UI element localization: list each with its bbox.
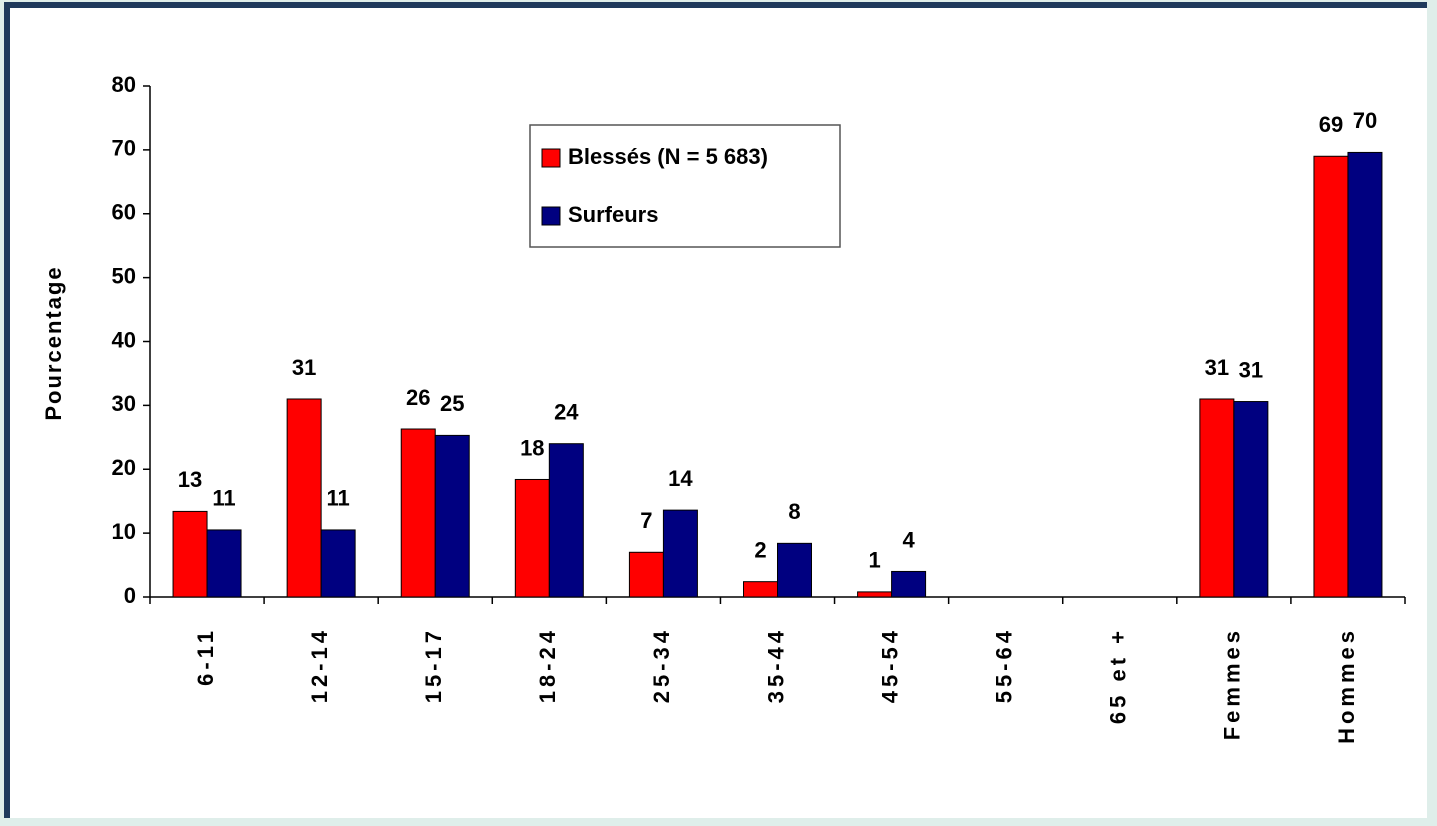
- y-axis-label: Pourcentage: [41, 265, 66, 420]
- bar: [743, 581, 778, 598]
- value-label: 2: [754, 537, 766, 562]
- y-tick-label: 30: [112, 391, 136, 416]
- value-label: 11: [327, 486, 350, 511]
- bar: [1347, 151, 1383, 598]
- x-tick-label: 12-14: [307, 627, 332, 703]
- legend-swatch: [541, 206, 561, 226]
- value-label: 18: [520, 435, 544, 460]
- x-tick-label: 65 et +: [1106, 627, 1131, 724]
- x-tick-label: Hommes: [1334, 627, 1359, 744]
- value-label: 24: [554, 400, 579, 425]
- value-label: 4: [902, 527, 915, 552]
- y-tick-label: 20: [112, 455, 136, 480]
- x-tick-label: 15-17: [421, 627, 446, 703]
- bar: [434, 434, 470, 598]
- value-label: 13: [178, 467, 202, 492]
- x-tick-label: 35-44: [763, 627, 788, 703]
- x-tick-label: 18-24: [535, 627, 560, 703]
- legend-label: Blessés (N = 5 683): [568, 144, 768, 169]
- bar: [857, 591, 893, 598]
- x-tick-label: 25-34: [649, 627, 674, 703]
- value-label: 31: [1239, 357, 1263, 382]
- bar: [1313, 155, 1349, 598]
- value-label: 70: [1353, 108, 1377, 133]
- chart: Pourcentage 0 10 20 30 40 50 60 70 80 6-11 13 11 12-…: [10, 8, 1427, 818]
- legend: Blessés (N = 5 683) Surfeurs: [529, 124, 841, 248]
- legend-box: [529, 124, 841, 248]
- value-label: 69: [1319, 112, 1343, 137]
- legend-swatch: [541, 148, 561, 168]
- bar: [286, 398, 322, 598]
- bar: [1233, 401, 1269, 598]
- x-tick-label: 55-64: [991, 627, 1016, 703]
- value-label: 31: [1205, 355, 1229, 380]
- x-tick-label: 6-11: [193, 627, 218, 686]
- bar: [320, 529, 356, 598]
- y-tick-label: 80: [112, 72, 136, 97]
- y-tick-label: 10: [112, 519, 136, 544]
- bar: [172, 510, 208, 598]
- x-tick-label: Femmes: [1220, 627, 1245, 740]
- bar: [891, 570, 927, 598]
- y-tick-label: 40: [112, 327, 136, 352]
- y-tick-label: 50: [112, 263, 136, 288]
- value-label: 11: [212, 486, 235, 511]
- value-label: 14: [668, 466, 693, 491]
- value-label: 7: [640, 508, 652, 533]
- y-tick-label: 60: [112, 200, 136, 225]
- y-tick-label: 70: [112, 136, 136, 161]
- value-label: 25: [440, 391, 464, 416]
- bar: [662, 509, 698, 598]
- value-label: 26: [406, 385, 430, 410]
- bar: [206, 529, 242, 598]
- y-tick-label: 0: [124, 583, 136, 608]
- bar: [400, 428, 436, 598]
- bar: [514, 478, 550, 598]
- value-label: 1: [868, 548, 880, 573]
- value-label: 31: [292, 355, 316, 380]
- bar: [548, 443, 584, 598]
- x-tick-label: 45-54: [877, 627, 902, 703]
- legend-label: Surfeurs: [568, 202, 658, 227]
- value-label: 8: [788, 499, 800, 524]
- bar: [777, 542, 812, 598]
- bar: [628, 551, 664, 598]
- bar: [1199, 398, 1235, 598]
